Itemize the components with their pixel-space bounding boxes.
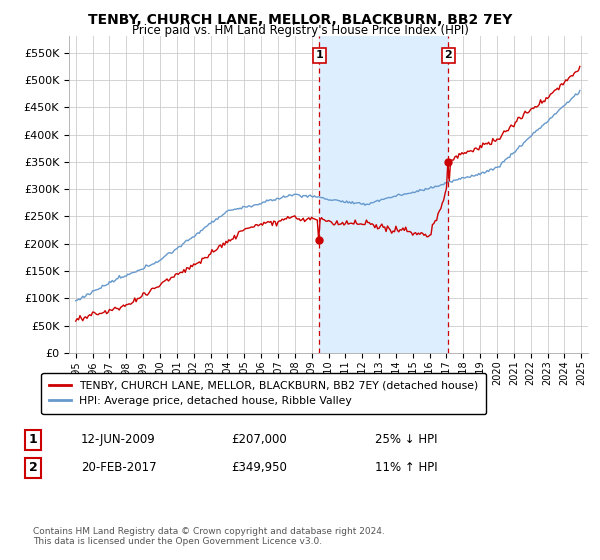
Text: £349,950: £349,950 <box>231 461 287 474</box>
Text: 1: 1 <box>29 433 37 446</box>
Text: 2: 2 <box>29 461 37 474</box>
Text: Contains HM Land Registry data © Crown copyright and database right 2024.
This d: Contains HM Land Registry data © Crown c… <box>33 526 385 546</box>
Text: Price paid vs. HM Land Registry's House Price Index (HPI): Price paid vs. HM Land Registry's House … <box>131 24 469 37</box>
Text: TENBY, CHURCH LANE, MELLOR, BLACKBURN, BB2 7EY: TENBY, CHURCH LANE, MELLOR, BLACKBURN, B… <box>88 13 512 27</box>
Text: 11% ↑ HPI: 11% ↑ HPI <box>375 461 437 474</box>
Legend: TENBY, CHURCH LANE, MELLOR, BLACKBURN, BB2 7EY (detached house), HPI: Average pr: TENBY, CHURCH LANE, MELLOR, BLACKBURN, B… <box>41 373 486 414</box>
Text: 12-JUN-2009: 12-JUN-2009 <box>81 433 156 446</box>
Text: 2: 2 <box>445 50 452 60</box>
Bar <box>319 36 448 353</box>
Text: 20-FEB-2017: 20-FEB-2017 <box>81 461 157 474</box>
Text: 25% ↓ HPI: 25% ↓ HPI <box>375 433 437 446</box>
Text: £207,000: £207,000 <box>231 433 287 446</box>
Text: 1: 1 <box>316 50 323 60</box>
